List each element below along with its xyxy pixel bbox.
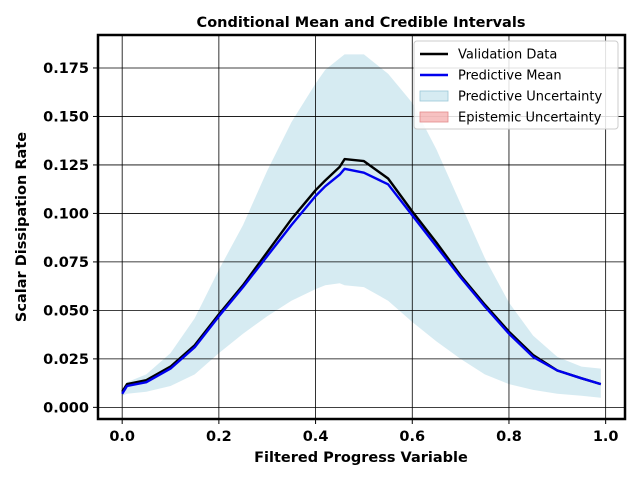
y-tick-label: 0.000 xyxy=(43,400,89,416)
x-tick-label: 0.2 xyxy=(206,429,232,445)
x-tick-label: 0.6 xyxy=(399,429,425,445)
legend-label-predictive-mean: Predictive Mean xyxy=(458,69,562,84)
y-tick-label: 0.050 xyxy=(43,303,89,319)
x-tick-label: 0.4 xyxy=(303,429,329,445)
uncertainty-bands xyxy=(122,54,601,398)
x-axis-title: Filtered Progress Variable xyxy=(254,450,468,466)
y-tick-label: 0.100 xyxy=(43,206,89,222)
y-axis-title: Scalar Dissipation Rate xyxy=(14,132,30,322)
x-tick-label: 0.0 xyxy=(109,429,135,445)
legend-label-predictive-uncertainty: Predictive Uncertainty xyxy=(458,90,602,105)
y-tick-label: 0.075 xyxy=(43,255,89,271)
legend-label-epistemic-uncertainty: Epistemic Uncertainty xyxy=(458,111,602,126)
y-tick-label: 0.025 xyxy=(43,352,89,368)
legend-swatch-epistemic-uncertainty xyxy=(419,111,449,123)
y-tick-label: 0.125 xyxy=(43,158,89,174)
x-axis-ticks: 0.0 0.2 0.4 0.6 0.8 1.0 xyxy=(109,419,619,445)
plot-frame xyxy=(96,33,627,421)
series-lines xyxy=(121,157,602,395)
predictive-mean-line xyxy=(121,167,602,395)
legend-swatch-predictive-uncertainty xyxy=(419,90,449,102)
chart-title: Conditional Mean and Credible Intervals xyxy=(197,15,526,31)
y-tick-label: 0.150 xyxy=(43,109,89,125)
y-tick-label: 0.175 xyxy=(43,61,89,77)
legend-label-validation-data: Validation Data xyxy=(458,48,557,63)
validation-data-line xyxy=(121,157,602,393)
gridlines xyxy=(98,35,625,419)
predictive-uncertainty-band xyxy=(122,54,601,398)
x-tick-label: 0.8 xyxy=(496,429,522,445)
legend-box xyxy=(413,40,619,130)
y-axis-ticks: 0.000 0.025 0.050 0.075 0.100 0.125 0.150 0.175 xyxy=(43,61,98,416)
x-tick-label: 1.0 xyxy=(593,429,619,445)
legend: Validation Data Predictive Mean Predictive… xyxy=(413,40,619,130)
